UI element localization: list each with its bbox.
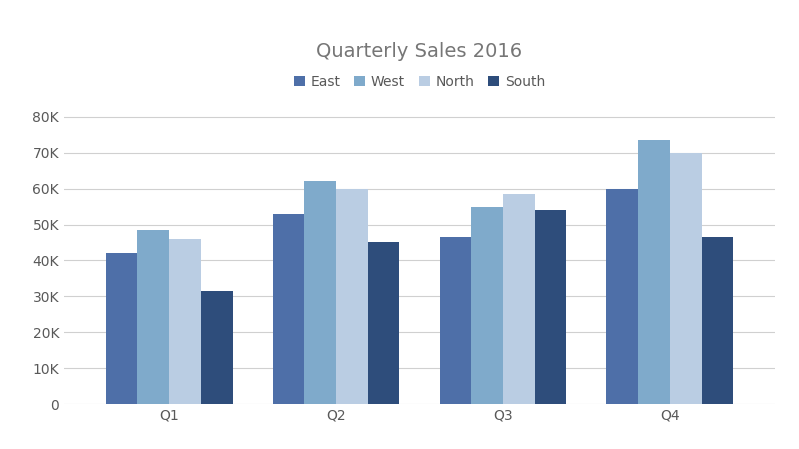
- Bar: [702, 237, 733, 404]
- Bar: [670, 153, 702, 404]
- Bar: [169, 239, 201, 404]
- Title: Quarterly Sales 2016: Quarterly Sales 2016: [316, 42, 523, 61]
- Legend: East, West, North, South: East, West, North, South: [288, 69, 551, 94]
- Bar: [606, 189, 638, 404]
- Bar: [201, 291, 233, 404]
- Bar: [503, 194, 535, 404]
- Bar: [368, 242, 400, 404]
- Bar: [439, 237, 471, 404]
- Bar: [471, 207, 503, 404]
- Bar: [535, 210, 566, 404]
- Bar: [272, 214, 304, 404]
- Bar: [336, 189, 368, 404]
- Bar: [304, 181, 336, 404]
- Bar: [105, 253, 137, 404]
- Bar: [137, 230, 169, 404]
- Bar: [638, 140, 670, 404]
